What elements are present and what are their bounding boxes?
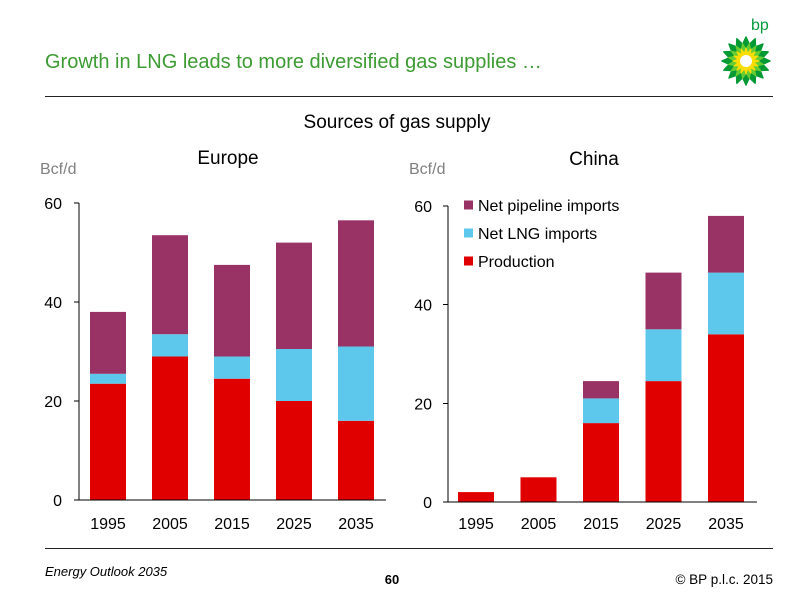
slide-title: Growth in LNG leads to more diversified … [45, 51, 542, 73]
bar-europe-2035-net-lng-imports [338, 346, 374, 421]
x-tick-label-europe: 2025 [276, 516, 312, 533]
bar-china-2005-production [520, 477, 557, 502]
bar-europe-2025-net-pipeline-imports [276, 242, 312, 349]
bar-china-1995-production [458, 492, 494, 502]
bar-europe-2005-net-pipeline-imports [152, 235, 188, 335]
bar-europe-2015-net-lng-imports [214, 356, 250, 379]
legend-label-net-pipeline-imports: Net pipeline imports [478, 198, 619, 215]
legend-label-production: Production [478, 254, 555, 271]
y-tick-label-europe: 60 [44, 196, 62, 213]
legend-china: Net pipeline imports Net LNG imports Produ… [464, 198, 619, 271]
y-tick-label-europe: 40 [44, 295, 62, 312]
y-tick-label-europe: 0 [53, 493, 62, 510]
chart-title-europe: Europe [197, 148, 258, 169]
bar-europe-2025-net-lng-imports [276, 349, 312, 401]
bar-europe-2015-net-pipeline-imports [214, 264, 250, 357]
y-axis-unit-europe: Bcf/d [40, 161, 76, 178]
bar-china-2035-production [708, 334, 744, 502]
helios-center [740, 55, 752, 67]
y-axis-unit-china: Bcf/d [409, 161, 445, 178]
bar-europe-1995-net-pipeline-imports [90, 311, 126, 374]
y-tick-label-china: 60 [414, 199, 432, 216]
bar-europe-2005-net-lng-imports [152, 334, 188, 357]
bp-logo-text: bp [751, 17, 769, 34]
y-tick-label-china: 20 [414, 396, 432, 413]
bar-china-2035-net-pipeline-imports [708, 215, 744, 273]
bar-europe-1995-net-lng-imports [90, 373, 126, 384]
charts-heading: Sources of gas supply [303, 112, 491, 133]
bar-china-2015-production [583, 423, 619, 502]
x-tick-label-europe: 2035 [338, 516, 374, 533]
bar-europe-2005-production [152, 356, 188, 500]
x-tick-label-china: 2035 [708, 516, 744, 533]
legend-swatch-net-lng-imports [464, 228, 473, 238]
legend-label-net-lng-imports: Net LNG imports [478, 226, 597, 243]
copyright-notice: © BP p.l.c. 2015 [675, 572, 773, 587]
x-tick-label-china: 2025 [646, 516, 682, 533]
x-tick-label-europe: 2005 [152, 516, 188, 533]
y-tick-label-china: 0 [423, 495, 432, 512]
bar-china-2035-net-lng-imports [708, 272, 744, 335]
page-number: 60 [384, 572, 400, 587]
x-tick-label-europe: 1995 [90, 516, 126, 533]
x-tick-label-china: 1995 [458, 516, 494, 533]
bar-china-2015-net-lng-imports [583, 398, 619, 424]
bar-china-2025-production [645, 381, 682, 502]
bar-europe-1995-production [90, 383, 126, 500]
footer-divider [45, 548, 773, 549]
bp-helios-logo-icon [721, 36, 771, 86]
chart-china: China Bcf/d 1995 2005 2015 2025 2035 0 20 40 60 Net… [409, 149, 757, 533]
legend-swatch-production [464, 256, 473, 266]
x-tick-label-china: 2005 [521, 516, 557, 533]
x-tick-label-europe: 2015 [214, 516, 250, 533]
footer-publication: Energy Outlook 2035 [45, 564, 168, 579]
bar-europe-2035-production [338, 420, 374, 500]
bar-europe-2025-production [276, 401, 312, 500]
x-tick-label-china: 2015 [583, 516, 619, 533]
chart-europe: Europe Bcf/d 1995 2005 2015 2025 2035 0 20 40 60 [40, 148, 386, 533]
bar-china-2025-net-lng-imports [645, 329, 682, 382]
y-tick-label-europe: 20 [44, 394, 62, 411]
y-tick-label-china: 40 [414, 298, 432, 315]
legend-swatch-net-pipeline-imports [464, 200, 473, 210]
bar-europe-2015-production [214, 378, 250, 500]
bar-china-2015-net-pipeline-imports [583, 381, 619, 399]
bar-china-2025-net-pipeline-imports [645, 272, 682, 330]
bar-europe-2035-net-pipeline-imports [338, 220, 374, 347]
title-divider [45, 96, 773, 97]
chart-title-china: China [569, 149, 619, 170]
